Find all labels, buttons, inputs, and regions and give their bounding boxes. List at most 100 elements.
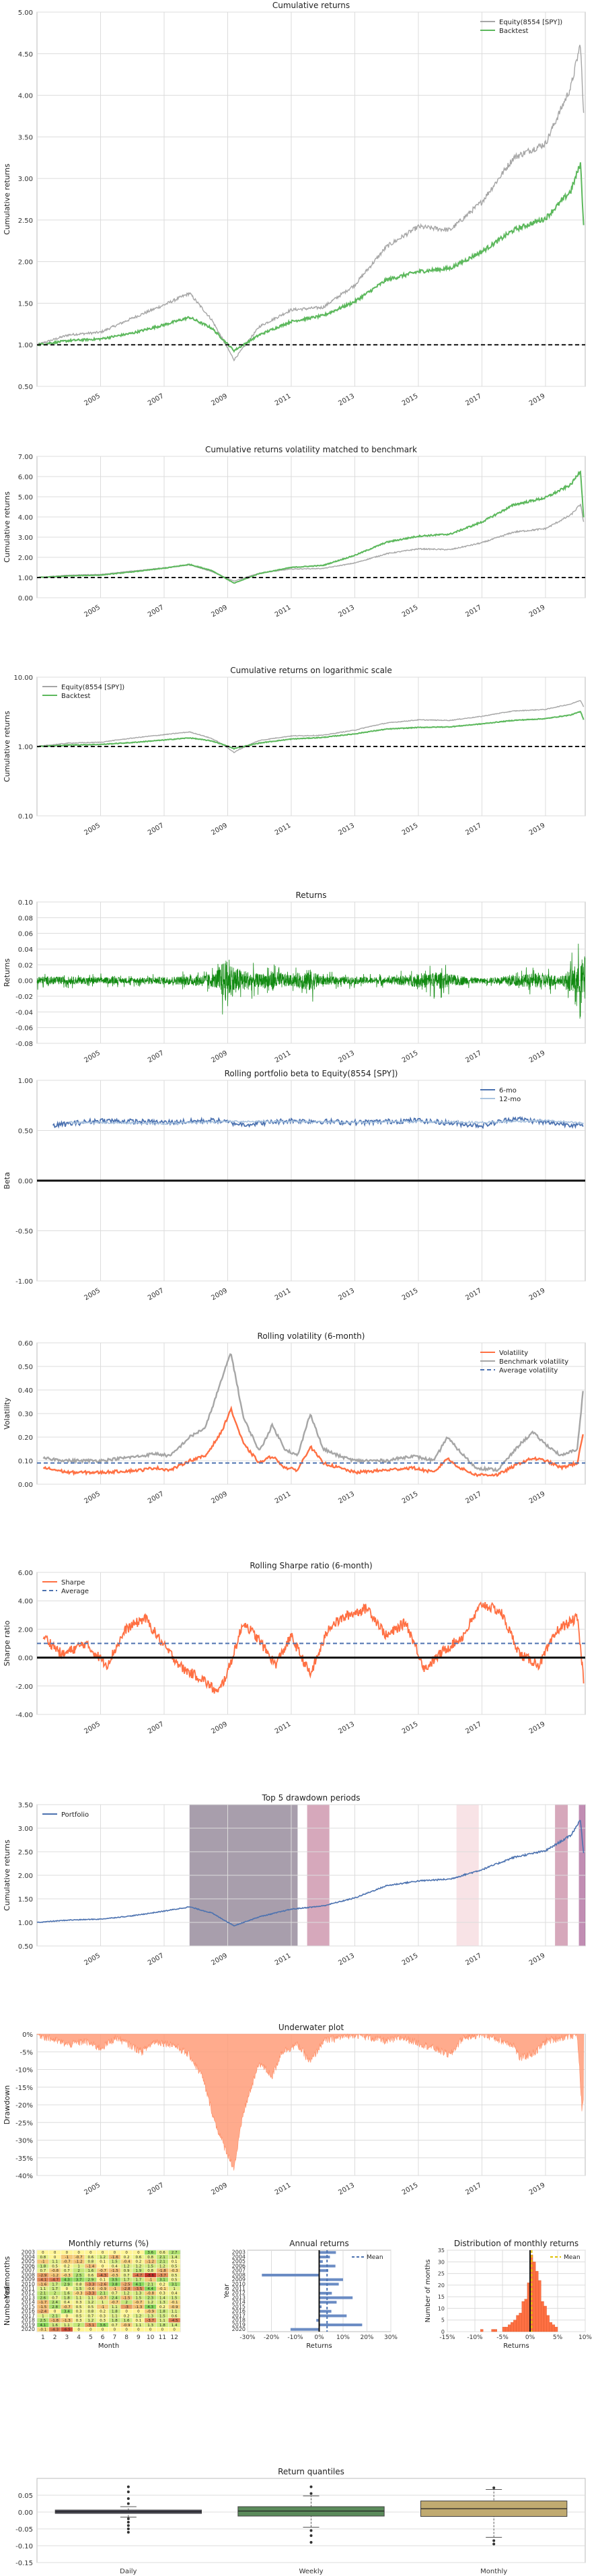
x-tick-label: 2015 <box>401 604 420 619</box>
x-tick-label: -10% <box>467 2334 483 2341</box>
heatmap-cell-label: 1.6 <box>64 2292 70 2296</box>
y-tick-label: 0.50 <box>18 1943 33 1951</box>
heatmap-cell-label: 1.8 <box>64 2296 70 2300</box>
y-axis-label: Year <box>3 2283 11 2299</box>
heatmap-cell-label: -6.5 <box>63 2328 71 2332</box>
heatmap-cell-label: 3.1 <box>159 2278 165 2283</box>
y-tick-label: 2005 <box>232 2258 246 2264</box>
heatmap-cell-label: 1 <box>102 2301 104 2305</box>
y-tick-label: -15% <box>15 2085 33 2092</box>
y-tick-label: 2017 <box>22 2313 35 2319</box>
heatmap-cell-label: 2.7 <box>172 2251 178 2255</box>
annual-bar <box>319 2269 328 2272</box>
chart-title: Cumulative returns <box>272 1 350 10</box>
x-tick-label: 2017 <box>464 822 483 837</box>
heatmap-cell-label: 1.5 <box>159 2314 165 2318</box>
heatmap-cell-label: 0.2 <box>159 2305 165 2309</box>
y-tick-label: 2011 <box>232 2286 246 2292</box>
y-tick-label: 35 <box>438 2248 445 2254</box>
heatmap-cell-label: 0.3 <box>159 2292 165 2296</box>
heatmap-cell-label: 4.3 <box>147 2305 153 2309</box>
y-tick-label: 0.50 <box>18 1128 33 1136</box>
y-tick-label: 1.00 <box>18 575 33 582</box>
x-tick-label: 2007 <box>147 1720 165 1735</box>
y-tick-label: 2.00 <box>18 555 33 562</box>
series-line-backtest <box>36 162 585 353</box>
heatmap-cell-label: 4.3 <box>64 2278 70 2283</box>
plot-frame <box>36 11 586 387</box>
x-tick-label: 2009 <box>210 392 229 407</box>
heatmap-cell-label: 0.1 <box>172 2260 178 2264</box>
legend-label: Backtest <box>499 28 529 35</box>
outlier-point <box>492 2539 496 2542</box>
heatmap-cell-label: -0.1 <box>171 2301 178 2305</box>
heatmap-cell-label: 1.1 <box>159 2319 165 2323</box>
y-tick-label: -0.50 <box>15 1228 33 1236</box>
heatmap-cell-label: 1.1 <box>40 2287 46 2291</box>
outlier-point <box>492 2486 496 2489</box>
chart-title: Monthly returns (%) <box>69 2239 149 2248</box>
heatmap-cell-label: -2.5 <box>123 2283 130 2287</box>
histogram-bar <box>535 2270 539 2332</box>
y-axis-label: Sharpe ratio <box>3 1620 11 1666</box>
x-tick-label: 10% <box>336 2334 350 2341</box>
y-tick-label: -20% <box>15 2102 33 2110</box>
x-tick-label: 4 <box>77 2334 81 2341</box>
chart-title: Annual returns <box>289 2239 348 2248</box>
heatmap-cell-label: 2.4 <box>52 2301 58 2305</box>
y-tick-label: 2006 <box>22 2263 35 2269</box>
heatmap-cell-label: 0.2 <box>159 2283 165 2287</box>
y-tick-label: -25% <box>15 2120 33 2127</box>
heatmap-cell-label: -3.3 <box>87 2292 95 2296</box>
heatmap-cell-label: 0.7 <box>88 2314 94 2318</box>
legend-label: Average volatility <box>499 1367 558 1374</box>
heatmap-cell-label: 2.6 <box>40 2296 46 2300</box>
heatmap-cell-label: 1.6 <box>124 2319 130 2323</box>
heatmap-cell-label: 0.5 <box>52 2264 58 2268</box>
heatmap-cell-label: -1 <box>113 2287 116 2291</box>
x-tick-label: 2019 <box>528 1049 547 1064</box>
y-tick-label: 2020 <box>22 2326 35 2332</box>
y-tick-label: 0.30 <box>18 1411 33 1418</box>
heatmap-cell-label: -0.7 <box>135 2301 143 2305</box>
heatmap-cell-label: -1 <box>149 2278 152 2283</box>
heatmap-cell-label: 0 <box>54 2310 57 2314</box>
x-tick-label: 2013 <box>337 822 356 837</box>
y-tick-label: 0.00 <box>18 1655 33 1663</box>
heatmap-cell-label: -1.8 <box>159 2269 166 2273</box>
heatmap-cell-label: 2 <box>54 2292 57 2296</box>
y-axis-label: Cumulative returns <box>3 1840 11 1911</box>
outlier-point <box>309 2541 313 2544</box>
y-tick-label: 0.10 <box>18 899 33 907</box>
y-tick-label: -40% <box>15 2173 33 2180</box>
heatmap-cell-label: 4.1 <box>40 2324 46 2328</box>
annual-bar <box>319 2309 332 2313</box>
heatmap-cell-label: 0.8 <box>88 2260 94 2264</box>
histogram-bar <box>538 2280 541 2332</box>
y-axis-label: Year <box>3 2283 11 2299</box>
chart-beta: Rolling portfolio beta to Equity(8554 [S… <box>3 1069 586 1302</box>
heatmap-cell-label: 2.9 <box>64 2283 70 2287</box>
heatmap-cell-label: 1.5 <box>136 2296 142 2300</box>
histogram-bar <box>544 2305 547 2332</box>
x-tick-label: 2009 <box>210 1287 229 1302</box>
histogram-bar <box>549 2322 552 2332</box>
heatmap-cell-label: -1.6 <box>40 2283 47 2287</box>
y-tick-label: 2020 <box>232 2326 246 2332</box>
heatmap-cell-label: 0 <box>137 2251 140 2255</box>
heatmap-cell-label: -0.5 <box>111 2274 118 2278</box>
heatmap-cell-label: 3.1 <box>172 2283 178 2287</box>
heatmap-cell-label: 0.6 <box>159 2251 165 2255</box>
y-tick-label: 0.10 <box>18 813 33 821</box>
heatmap-cell-label: 0.4 <box>64 2301 70 2305</box>
volatility-line-1 <box>42 1353 584 1472</box>
heatmap-cell-label: -0.7 <box>63 2260 71 2264</box>
y-tick-label: 0.50 <box>18 384 33 391</box>
y-tick-label: 2008 <box>22 2272 35 2278</box>
y-tick-label: 2008 <box>232 2272 246 2278</box>
y-tick-label: 6.00 <box>18 1570 33 1577</box>
heatmap-cell-label: -0.3 <box>75 2292 83 2296</box>
heatmap-cell-label: 0.7 <box>64 2269 70 2273</box>
heatmap-cell-label: 0.7 <box>40 2269 46 2273</box>
y-tick-label: 5.00 <box>18 494 33 501</box>
